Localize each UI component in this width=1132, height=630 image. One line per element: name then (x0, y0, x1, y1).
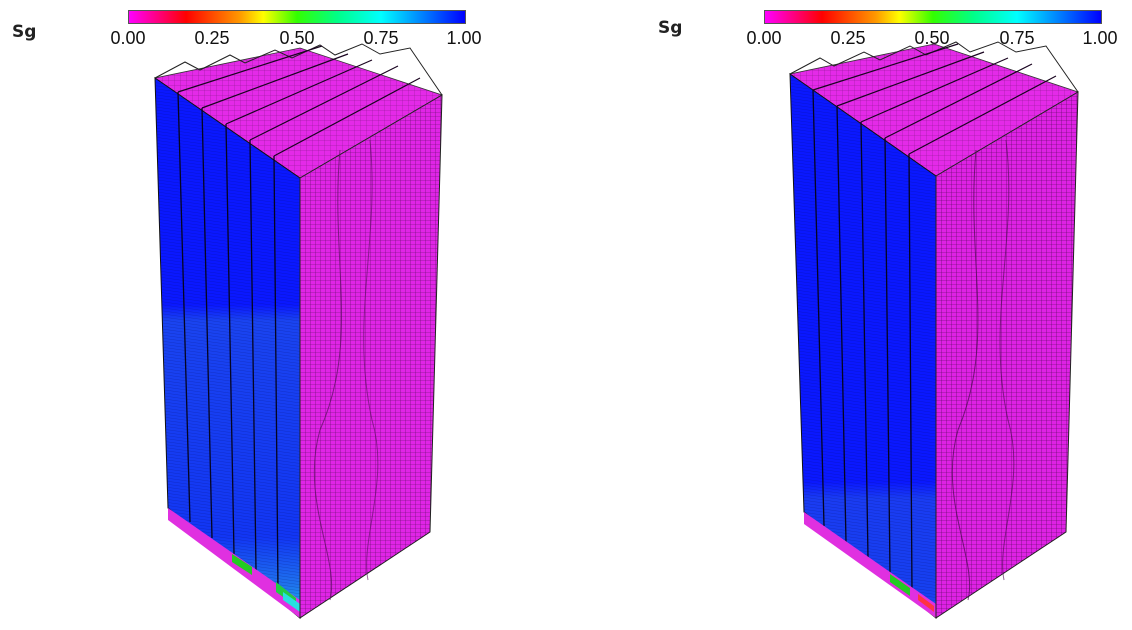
side-face (935, 91, 1079, 619)
colorbar-tick: 0.00 (746, 28, 782, 48)
colorbar-tick: 0.25 (194, 28, 230, 48)
colorbar-tick: 1.00 (1082, 28, 1118, 48)
variable-label: Sg (658, 18, 683, 38)
colorbar-tick: 0.75 (999, 28, 1035, 48)
colorbar-tick: 0.25 (830, 28, 866, 48)
colorbar-tick: 0.00 (110, 28, 146, 48)
right-panel: Sg 0.00 0.25 0.50 0.75 1.00 (566, 0, 1132, 630)
colorbar (764, 10, 1102, 24)
variable-label: Sg (12, 22, 37, 42)
colorbar-tick: 0.75 (363, 28, 399, 48)
reservoir-3d-block (154, 43, 443, 620)
colorbar-tick: 0.50 (279, 28, 315, 48)
colorbar-tick: 1.00 (446, 28, 482, 48)
reservoir-3d-block (789, 41, 1079, 620)
left-panel: Sg 0.00 0.25 0.50 0.75 1.00 (12, 10, 482, 620)
side-face (299, 94, 443, 619)
colorbar (128, 10, 466, 24)
colorbar-tick: 0.50 (914, 28, 950, 48)
